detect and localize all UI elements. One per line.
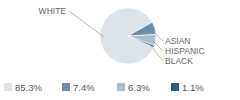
slice-label: WHITE (39, 6, 67, 16)
legend-swatch (171, 83, 179, 91)
leader-line (151, 29, 163, 41)
pie: WHITE ASIANHISPANICBLACK (39, 6, 205, 66)
leader-line (150, 45, 163, 61)
slice (128, 22, 156, 36)
legend-swatch (117, 83, 125, 91)
legend-label: 85.3% (15, 82, 42, 93)
legend-label: 7.4% (73, 82, 95, 93)
legend-swatch (4, 83, 12, 91)
slice-label: HISPANIC (165, 46, 205, 56)
slice-label: ASIAN (165, 36, 191, 46)
leader-line (69, 11, 104, 37)
chart: WHITE ASIANHISPANICBLACK 85.3% 7.4% 6.3% 1.1% (0, 0, 240, 100)
slice-label: BLACK (165, 56, 193, 66)
legend-label: 1.1% (182, 82, 204, 93)
legend-swatch (62, 83, 70, 91)
legend: 85.3% 7.4% 6.3% 1.1% (4, 82, 204, 93)
legend-label: 6.3% (128, 82, 150, 93)
